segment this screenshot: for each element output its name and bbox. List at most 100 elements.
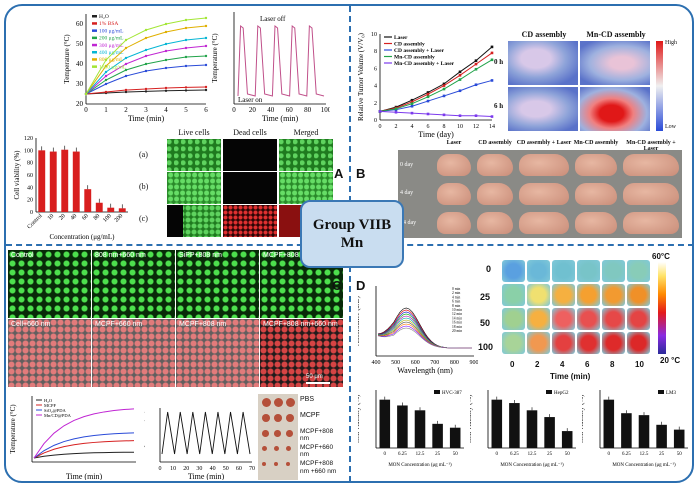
thermal-cell (552, 332, 575, 354)
bar (61, 149, 69, 212)
bar (491, 399, 503, 448)
data-point (490, 58, 494, 62)
x-tick-label: 80 (93, 213, 101, 221)
excised-tumor (262, 430, 269, 437)
y-tick-label: 60 (27, 173, 33, 179)
data-point (204, 85, 208, 89)
x-axis-label: MON Concentration (μg mL⁻¹) (612, 462, 676, 468)
legend-label: Mn-CD assembly (394, 55, 435, 61)
excised-tumor (262, 398, 271, 407)
stain-header-merged: Merged (293, 128, 319, 137)
data-point (458, 78, 462, 81)
legend-label: H₂O (99, 14, 109, 20)
data-point (474, 62, 478, 66)
quadrant-label-c: C (332, 278, 342, 293)
micrograph-label: SiPP+808 nm (179, 252, 222, 259)
legend-label: HepG2 (554, 391, 569, 396)
thermal-row-25: 25 (480, 292, 491, 302)
excised-tumor (262, 414, 270, 422)
thermal-row-50: 50 (480, 318, 491, 328)
data-point (164, 42, 168, 46)
legend-label: MCPF (44, 403, 57, 408)
mice-header: Mn-CD assembly (573, 140, 619, 146)
thermal-cell (552, 260, 575, 282)
data-point (164, 58, 168, 62)
micrograph-label: 808 nm+660 nm (95, 252, 146, 259)
imaging-colorbar-low: Low (665, 124, 676, 130)
x-tick-label: 50 (453, 452, 459, 457)
panel-d-viability-chart-hepg2: Cell viability (%) MON Concentration (μg … (470, 390, 576, 468)
imaging-row-0h: 0 h (494, 58, 504, 66)
thermal-cell (602, 260, 625, 282)
x-tick-label: 0 (384, 452, 387, 457)
thermal-cell (577, 308, 600, 330)
mouse-photo (519, 183, 569, 205)
mouse-photo (519, 212, 569, 234)
series-line (379, 52, 493, 112)
quadrant-label-a: A (334, 166, 344, 181)
micrograph-cell (92, 250, 175, 318)
thermal-col-label: 2 (535, 360, 540, 369)
x-tick-label: 10 (457, 124, 463, 130)
bar (621, 413, 632, 448)
data-point (378, 110, 382, 113)
cycle-line (161, 411, 251, 455)
legend-label: CD assembly + Laser (394, 48, 445, 54)
legend-label: 400 μg/mL (99, 50, 124, 56)
x-tick-label: 2 (124, 106, 128, 114)
x-axis-label: Time (min) (128, 114, 165, 123)
scale-bar-label: 50 μm (306, 374, 323, 380)
panel-c-cycle-chart: Time (min) Temperature (°C) 0 10 20 30 40 50 60 7… (144, 408, 255, 480)
mouse-photo (575, 154, 617, 176)
thermal-cell (602, 284, 625, 306)
excised-tumor (262, 446, 268, 452)
x-axis-label: Wavelength (nm) (397, 366, 453, 375)
thermal-cell (552, 308, 575, 330)
data-point (410, 98, 414, 102)
data-point (144, 87, 148, 91)
imaging-colorbar-high: High (665, 40, 677, 46)
data-point (144, 54, 148, 58)
data-point (104, 82, 108, 86)
bar (656, 424, 667, 448)
bar (95, 202, 103, 212)
data-point (124, 68, 128, 72)
x-tick-label: 4 (411, 124, 414, 130)
thermal-xlabel: Time (min) (550, 372, 591, 381)
data-point (164, 30, 168, 34)
excised-tumor (274, 430, 281, 437)
mouse-photo (623, 154, 679, 176)
legend-label: 14 min (452, 316, 462, 320)
mice-header: Laser (446, 140, 462, 146)
scale-bar (306, 382, 330, 384)
imaging-cd-0h (508, 41, 578, 85)
mouse-photo (477, 154, 513, 176)
data-point (490, 51, 494, 55)
legend-label: 100 μg/mL (99, 28, 124, 34)
data-point (426, 92, 430, 96)
panel-c-temperature-chart: Time (min) Temperature (°C) H₂OMCPFSiO₂@PD… (10, 396, 136, 480)
x-axis-label: Concentration (μg/mL) (50, 233, 116, 241)
x-tick-label: 50 (565, 452, 571, 457)
bar (603, 399, 615, 448)
micrograph-cell (176, 319, 259, 387)
y-tick-label: 30 (76, 80, 84, 88)
data-point (124, 38, 128, 42)
stain-a-live (167, 139, 221, 171)
data-point (442, 94, 446, 98)
y-tick-label: 20 (76, 100, 84, 108)
x-tick-label: 0 (496, 452, 499, 457)
x-tick-label: 20 (249, 106, 257, 114)
micrograph-label: MCPF+660 nm (95, 321, 143, 328)
data-point (184, 46, 188, 50)
y-axis-label: Cell viability (%) (470, 394, 473, 444)
quadrant-label-b: B (356, 166, 366, 181)
data-point (184, 18, 188, 22)
data-point (204, 88, 208, 92)
data-point (184, 26, 188, 30)
mouse-photo (623, 212, 679, 234)
excised-tumor (286, 430, 293, 437)
x-tick-label: 700 (430, 360, 439, 366)
laser-off-label: Laser off (260, 15, 286, 23)
x-tick-label: 12.5 (528, 452, 537, 457)
